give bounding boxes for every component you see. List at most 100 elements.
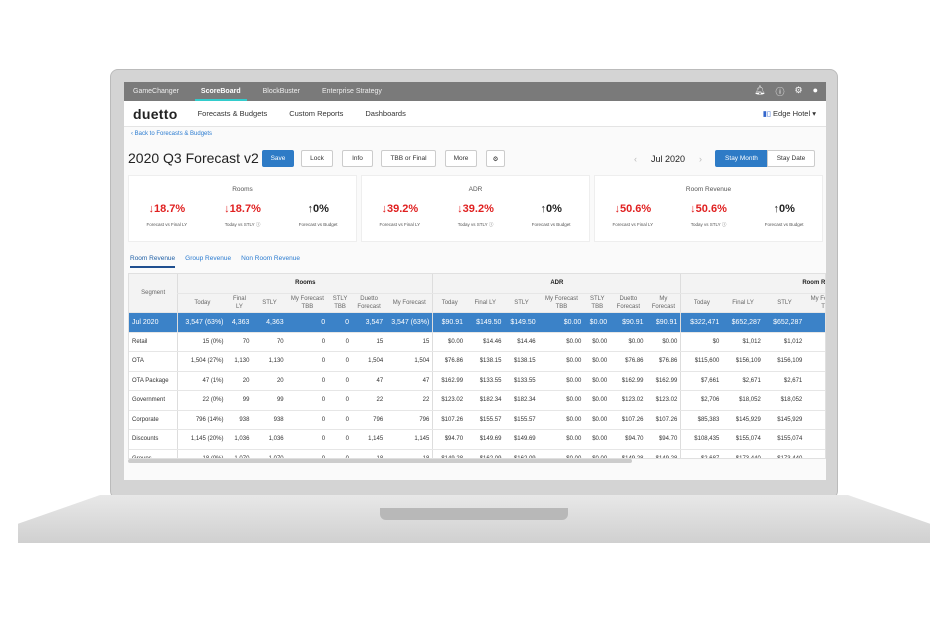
table-cell: 1,145 — [351, 429, 387, 450]
column-header[interactable]: STLY — [252, 293, 287, 313]
prev-month-chevron-icon[interactable]: ‹ — [634, 154, 637, 164]
table-row[interactable]: Retail 15 (0%) 70 70 0 0 15 15 $0.00 $14.46 $14.46… — [129, 332, 825, 352]
segment-cell: Government — [129, 390, 178, 411]
app-scoreboard[interactable]: ScoreBoard — [194, 82, 247, 101]
column-header[interactable]: My Forecast TBB — [538, 293, 585, 313]
table-cell: $173,440 — [763, 449, 806, 458]
table-cell: $94.70 — [646, 429, 681, 450]
table-cell: $652,287 — [722, 312, 764, 333]
lock-button[interactable]: Lock — [301, 150, 333, 167]
table-cell: 3,547 — [351, 312, 387, 333]
table-cell: 938 — [226, 410, 253, 430]
back-link-label: Back to Forecasts & Budgets — [134, 131, 213, 137]
table-cell: $0.00 — [584, 390, 611, 411]
table-cell: $145,929 — [763, 410, 806, 430]
column-header[interactable]: Today — [177, 293, 227, 313]
info-icon[interactable]: ⓘ — [721, 222, 727, 227]
nav-forecasts-budgets[interactable]: Forecasts & Budgets — [197, 109, 268, 118]
table-row[interactable]: Groups 18 (0%) 1,070 1,070 0 0 18 18 $149.28 $162… — [129, 449, 825, 458]
app-blockbuster[interactable]: BlockBuster — [262, 88, 300, 95]
user-icon[interactable]: ● — [812, 85, 818, 95]
info-icon[interactable]: ⓘ — [488, 222, 494, 227]
table-cell: $0.00 — [538, 312, 585, 333]
kpi-label: Forecast vs Budget — [298, 222, 338, 227]
column-header[interactable]: Duetto Forecast — [610, 293, 647, 313]
table-cell: $0.00 — [538, 332, 585, 352]
table-cell: $0 — [805, 449, 825, 458]
info-button[interactable]: Info — [342, 150, 373, 167]
column-header[interactable]: My Forecast TBB — [286, 293, 329, 313]
table-cell: 47 — [386, 371, 433, 391]
column-header[interactable]: Final LY — [226, 293, 253, 313]
tab-non-room-revenue[interactable]: Non Room Revenue — [241, 255, 300, 262]
table-cell: 796 — [386, 410, 433, 430]
column-header[interactable]: My Forecast — [386, 293, 433, 313]
total-row[interactable]: Jul 2020 3,547 (63%) 4,363 4,363 0 0 3,547 3,54… — [129, 312, 825, 333]
table-cell: 70 — [252, 332, 287, 352]
table-row[interactable]: Government 22 (0%) 99 99 0 0 22 22 $123.02 $182.3… — [129, 390, 825, 411]
gear-icon[interactable]: ⚙ — [794, 85, 803, 95]
back-link[interactable]: ‹ Back to Forecasts & Budgets — [131, 131, 212, 137]
table-row[interactable]: OTA Package 47 (1%) 20 20 0 0 47 47 $162.99 $133.… — [129, 371, 825, 391]
table-row[interactable]: OTA 1,504 (27%) 1,130 1,130 0 0 1,504 1,504 $76.… — [129, 351, 825, 372]
table-cell: 1,130 — [252, 351, 287, 372]
column-header[interactable]: STLY TBB — [584, 293, 611, 313]
table-cell: 1,504 — [386, 351, 433, 372]
table-cell: $0.00 — [584, 410, 611, 430]
tab-room-revenue[interactable]: Room Revenue — [130, 255, 176, 268]
tab-group-revenue[interactable]: Group Revenue — [185, 255, 232, 262]
table-cell: $0 — [805, 429, 825, 450]
table-cell: 47 (1%) — [177, 371, 227, 391]
col-segment: Segment — [129, 274, 178, 313]
column-header[interactable]: My Forecast — [646, 293, 681, 313]
column-header[interactable]: STLY — [504, 293, 539, 313]
stay-date-toggle[interactable]: Stay Date — [767, 150, 815, 167]
app-gamechanger[interactable]: GameChanger — [133, 88, 179, 95]
table-cell: 1,036 — [252, 429, 287, 450]
kpi-label: Forecast vs Final LY — [379, 222, 421, 227]
next-month-chevron-icon[interactable]: › — [699, 154, 702, 164]
chevron-down-icon: ▾ — [812, 109, 816, 118]
info-icon[interactable]: ⓘ — [255, 222, 261, 227]
table-cell: 0 — [286, 332, 329, 352]
column-header[interactable]: Duetto Forecast — [351, 293, 387, 313]
tbb-final-button[interactable]: TBB or Final — [381, 150, 436, 167]
column-header[interactable]: Today — [432, 293, 467, 313]
building-icon: ▮▯ — [762, 109, 774, 118]
table-cell: 15 — [351, 332, 387, 352]
column-header[interactable]: STLY TBB — [328, 293, 352, 313]
table-cell: 0 — [286, 371, 329, 391]
kpi-value: ↓50.6% — [614, 203, 652, 215]
help-icon[interactable]: ⓘ — [775, 87, 785, 97]
table-cell: 20 — [226, 371, 253, 391]
nav-dashboards[interactable]: Dashboards — [365, 109, 406, 118]
table-cell: 15 — [386, 332, 433, 352]
table-row[interactable]: Discounts 1,145 (20%) 1,036 1,036 0 0 1,145 1,1… — [129, 429, 825, 450]
table-cell: $149.69 — [504, 429, 539, 450]
horizontal-scrollbar[interactable] — [128, 459, 632, 463]
table-cell: $107.26 — [432, 410, 467, 430]
table-cell: $0 — [805, 351, 825, 372]
column-header[interactable]: Today — [680, 293, 723, 313]
column-header[interactable]: My Forecast TBB — [805, 293, 825, 313]
hotel-selector[interactable]: ▮▯ Edge Hotel ▾ — [763, 109, 826, 118]
settings-gear-button[interactable]: ⚙ — [486, 150, 505, 167]
table-cell: $162.09 — [504, 449, 539, 458]
save-button[interactable]: Save — [262, 150, 294, 167]
bell-icon[interactable]: 🔔︎ — [754, 85, 766, 95]
table-cell: $0.00 — [538, 449, 585, 458]
table-row[interactable]: Corporate 796 (14%) 938 938 0 0 796 796 $107.26 $… — [129, 410, 825, 430]
column-header[interactable]: STLY — [763, 293, 806, 313]
table-cell: 1,130 — [226, 351, 253, 372]
table-cell: $0.00 — [538, 351, 585, 372]
table-cell: $0.00 — [432, 332, 467, 352]
column-header[interactable]: Final LY — [466, 293, 505, 313]
table-cell: $182.34 — [504, 390, 539, 411]
more-button[interactable]: More — [445, 150, 477, 167]
segment-cell: Groups — [129, 449, 178, 458]
nav-custom-reports[interactable]: Custom Reports — [289, 109, 344, 118]
stay-month-toggle[interactable]: Stay Month — [715, 150, 768, 167]
app-enterprise-strategy[interactable]: Enterprise Strategy — [321, 88, 382, 95]
table-cell: $0.00 — [584, 312, 611, 333]
column-header[interactable]: Final LY — [722, 293, 764, 313]
